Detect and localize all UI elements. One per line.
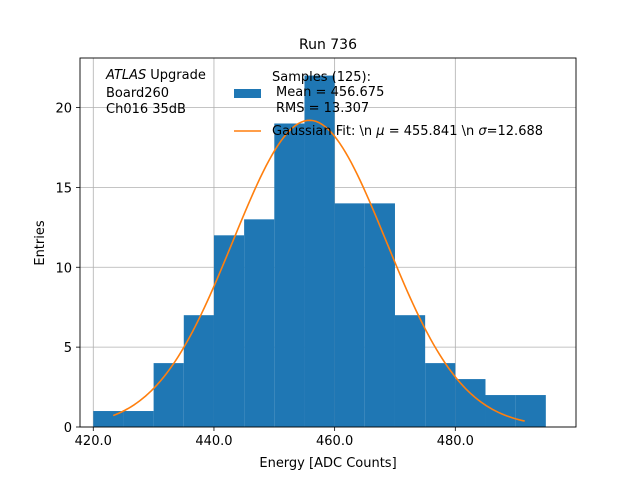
- fit-prefix: Gaussian Fit: \n: [272, 124, 376, 139]
- legend-hist-line-3: RMS = 13.307: [276, 101, 369, 116]
- chart-title: Run 736: [299, 37, 357, 53]
- legend-fit-label: Gaussian Fit: \n μ = 455.841 \n σ=12.688: [272, 124, 543, 139]
- y-tick-label: 10: [55, 261, 72, 276]
- mu-symbol: μ: [375, 124, 384, 139]
- y-tick-label: 20: [55, 102, 72, 117]
- y-tick-label: 15: [55, 181, 72, 196]
- x-tick-label: 440.0: [195, 434, 232, 449]
- fit-curve-group: [112, 119, 525, 422]
- histogram-bar: [183, 315, 214, 427]
- x-axis-label: Energy [ADC Counts]: [259, 456, 396, 471]
- sigma-symbol: σ: [478, 124, 487, 139]
- x-ticks: 420.0 440.0 460.0 480.0: [75, 427, 474, 449]
- mu-value: = 455.841 \n: [385, 124, 479, 139]
- legend-hist-line-1: Samples (125):: [272, 70, 371, 85]
- y-tick-label: 0: [64, 421, 72, 436]
- y-tick-label: 5: [64, 341, 72, 356]
- gaussian-fit-curve: [112, 119, 525, 422]
- histogram-bar: [364, 203, 395, 427]
- histogram-bar: [244, 219, 275, 427]
- histogram-bar: [274, 123, 305, 428]
- histogram-bar: [123, 411, 154, 427]
- y-axis-label: Entries: [33, 220, 48, 266]
- histogram-bar: [334, 203, 365, 427]
- histogram-bar: [394, 315, 426, 427]
- plot-frame: [79, 57, 577, 428]
- annotation-line-3: Ch016 35dB: [106, 102, 186, 117]
- histogram-bar: [304, 75, 335, 428]
- legend-hist-swatch: [234, 89, 261, 98]
- histogram-bar: [515, 395, 546, 427]
- histogram-bar: [485, 395, 516, 427]
- histogram-bar: [213, 235, 245, 427]
- upgrade-label: Upgrade: [150, 68, 206, 83]
- sigma-value: =12.688: [487, 124, 543, 139]
- legend-hist-line-2: Mean = 456.675: [276, 85, 384, 100]
- y-ticks: 0 5 10 15 20: [55, 102, 80, 436]
- x-tick-label: 480.0: [437, 434, 474, 449]
- histogram-bar: [425, 363, 456, 427]
- legend: Samples (125): Mean = 456.675 RMS = 13.3…: [234, 70, 543, 139]
- histogram-bar: [455, 379, 486, 427]
- atlas-label: ATLAS: [105, 68, 146, 83]
- histogram-bar: [153, 363, 184, 427]
- annotation-line-2: Board260: [106, 86, 169, 101]
- annotation: ATLAS Upgrade Board260 Ch016 35dB: [105, 68, 206, 117]
- x-tick-label: 460.0: [316, 434, 353, 449]
- x-tick-label: 420.0: [75, 434, 112, 449]
- annotation-line-1: ATLAS Upgrade: [105, 68, 206, 83]
- histogram-bars: [93, 75, 546, 428]
